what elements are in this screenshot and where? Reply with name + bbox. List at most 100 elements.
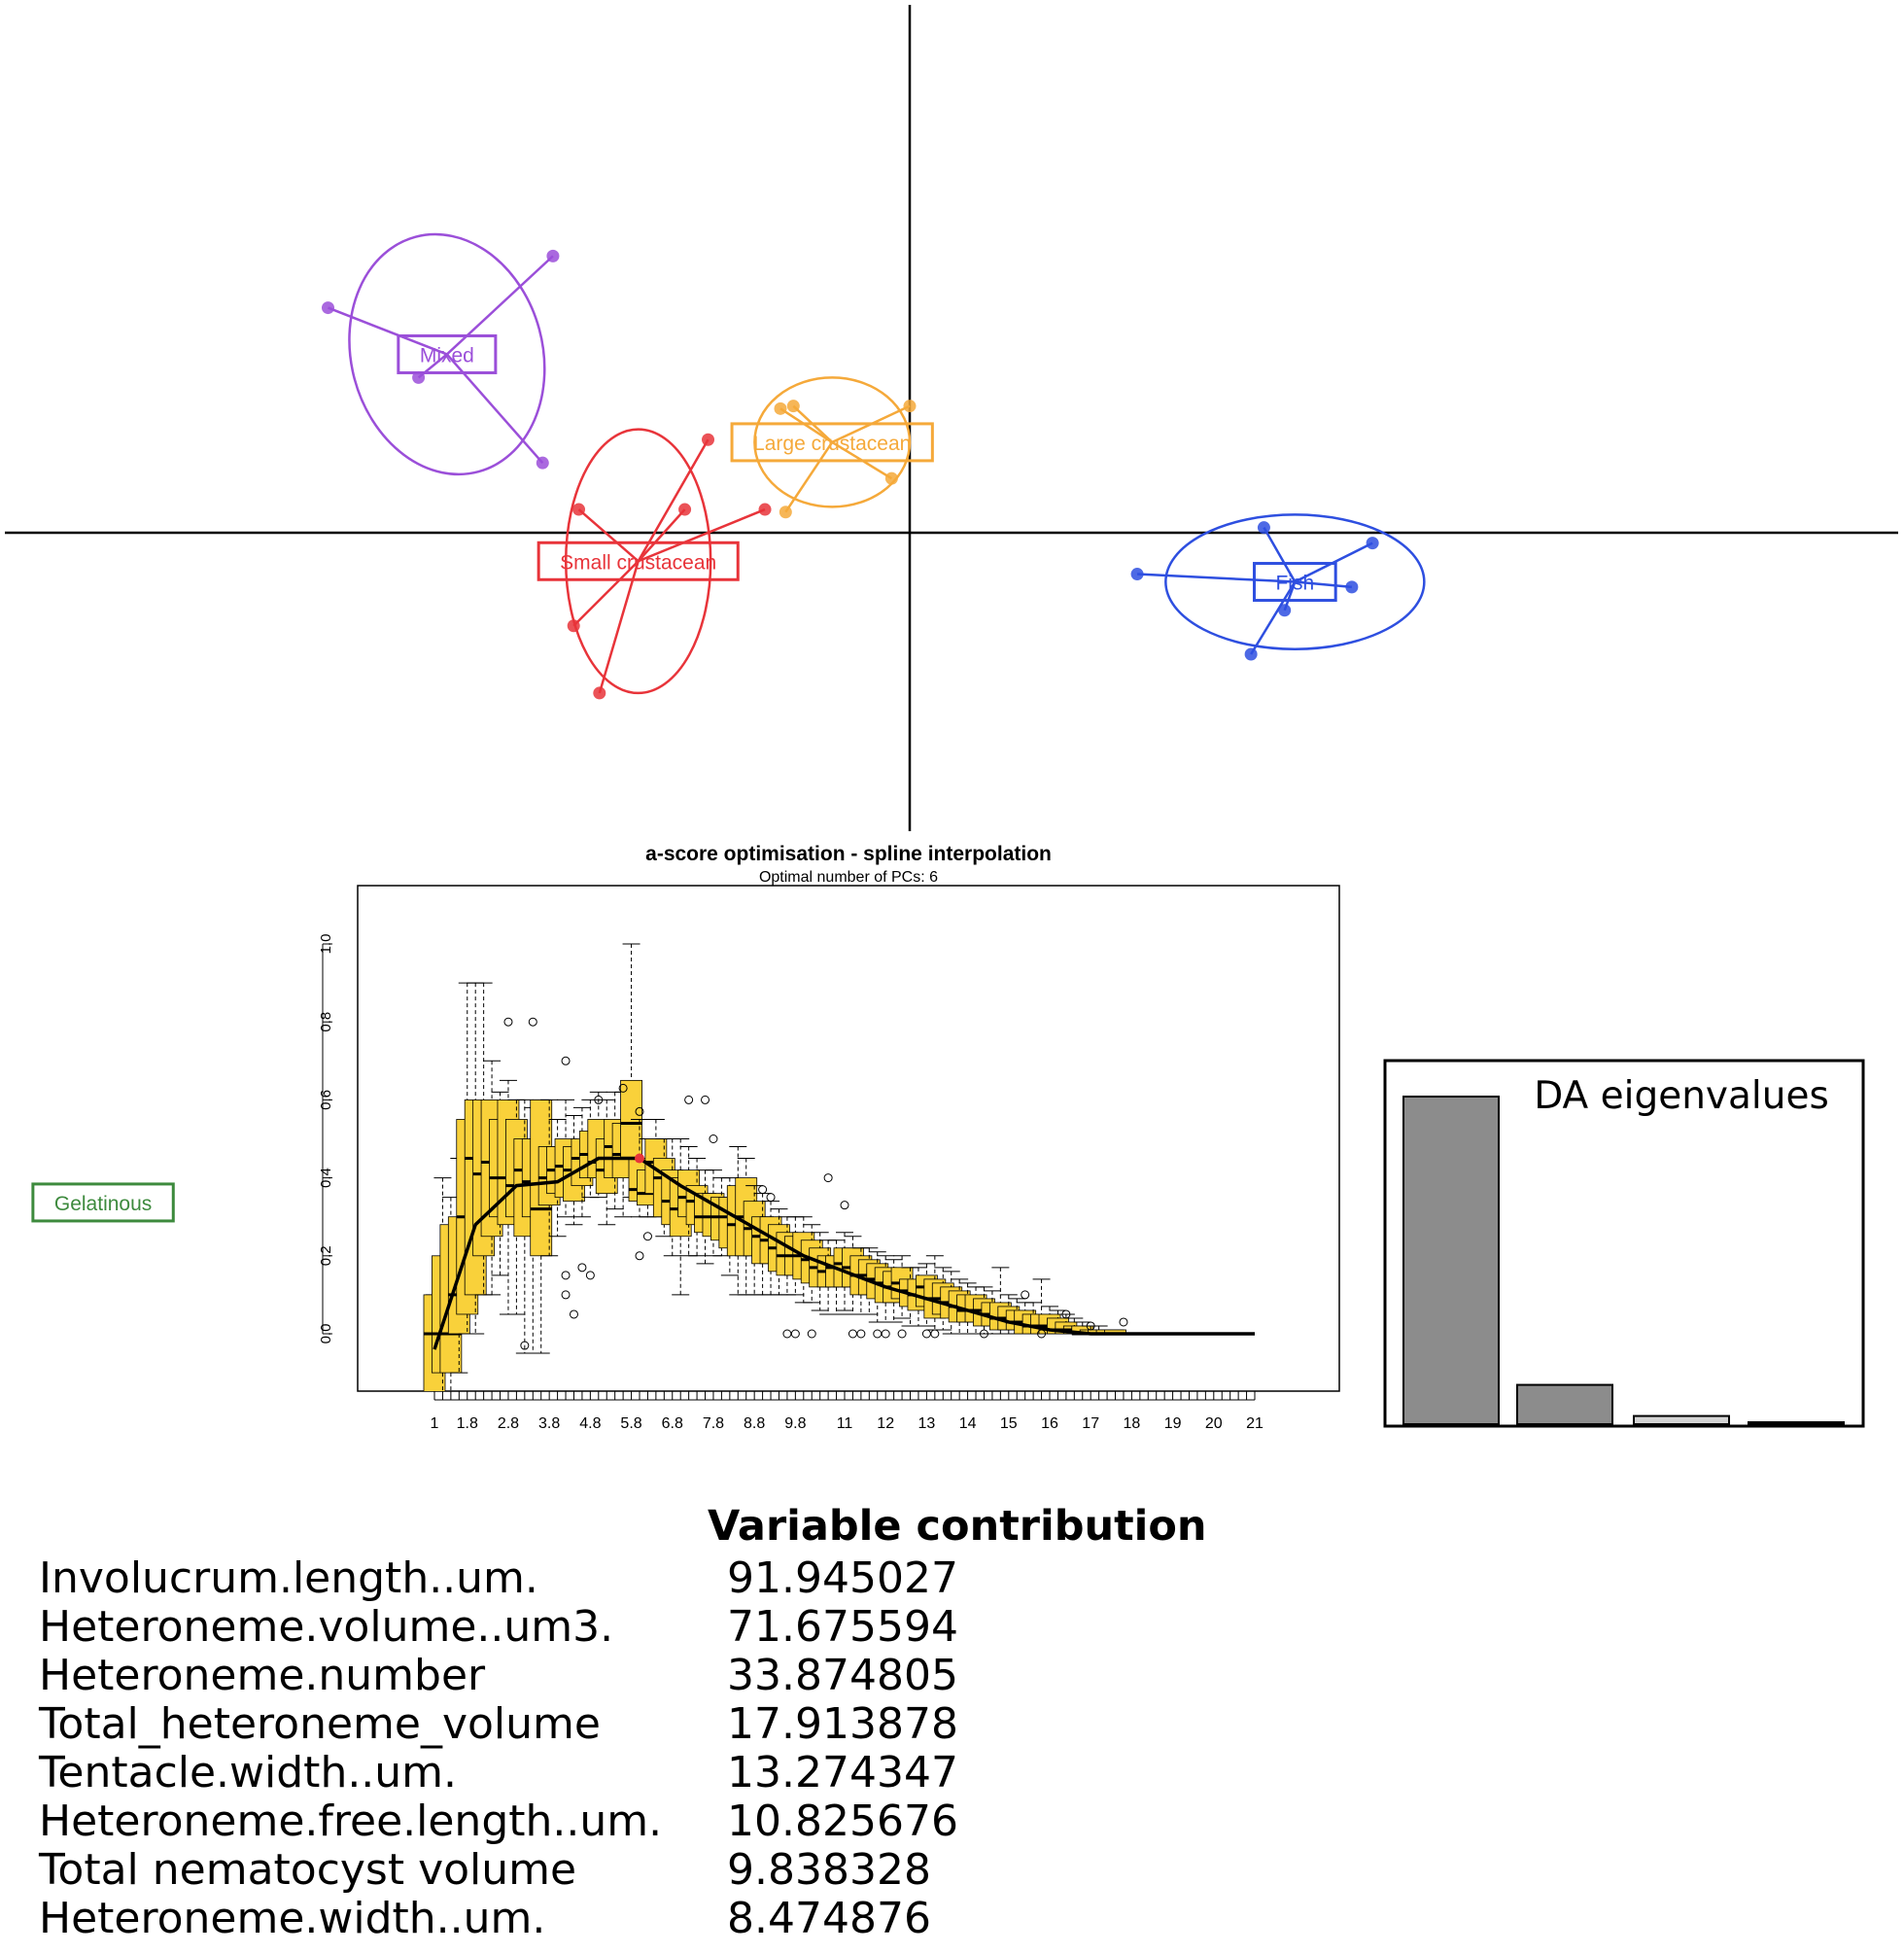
outlier-point <box>930 1329 940 1339</box>
group-point <box>702 433 715 446</box>
group-0: Mixed <box>322 232 560 476</box>
group-ellipse <box>1164 513 1426 650</box>
group-label: Mixed <box>420 344 474 366</box>
da-scatter-plot: Mixed Large crustacean Small crustacean Fis… <box>5 5 1898 1223</box>
y-axis: 0.0 0.2 0.4 0.6 0.8 1.0 <box>318 934 334 1344</box>
group-point <box>779 506 792 519</box>
group-point <box>1130 568 1144 581</box>
variable-value: 8.474876 <box>727 1894 931 1943</box>
da-eigenvalues-barplot: DA eigenvalues <box>1383 1059 1865 1428</box>
outlier-point <box>684 1095 694 1104</box>
outlier-point <box>561 1290 571 1300</box>
eigenvalue-bar <box>1748 1421 1845 1425</box>
group-spoke <box>577 508 640 563</box>
group-label-box <box>31 1182 175 1223</box>
x-tick-label: 5.8 <box>620 1415 641 1432</box>
x-tick-label: 11 <box>837 1415 853 1432</box>
group-ellipse <box>753 376 912 508</box>
outlier-point <box>1061 1309 1071 1319</box>
y-tick-label: 0.4 <box>318 1168 334 1188</box>
group-label-box <box>537 541 740 581</box>
x-tick-label: 16 <box>1041 1415 1058 1432</box>
group-spoke <box>572 560 640 627</box>
x-tick-label: 2.8 <box>498 1415 519 1432</box>
group-point <box>774 401 787 415</box>
group-point <box>572 503 586 516</box>
variable-value: 13.274347 <box>727 1748 958 1797</box>
group-spoke <box>1263 527 1297 583</box>
outlier-point <box>701 1095 710 1104</box>
y-tick-label: 0.6 <box>318 1090 334 1110</box>
outlier-point <box>618 1083 628 1093</box>
chart-subtitle: Optimal number of PCs: 6 <box>759 869 938 886</box>
x-tick-label: 4.8 <box>579 1415 601 1432</box>
group-point <box>322 301 334 315</box>
outlier-point <box>897 1329 907 1339</box>
y-tick-label: 1.0 <box>318 934 334 955</box>
eigenvalue-bar <box>1633 1414 1730 1425</box>
outlier-point <box>881 1329 890 1339</box>
variable-name: Heteroneme.volume..um3. <box>39 1602 614 1652</box>
group-spoke <box>637 438 710 562</box>
group-spoke <box>779 407 833 443</box>
x-tick-label: 14 <box>959 1415 977 1432</box>
group-point <box>884 471 898 485</box>
y-tick-label: 0.8 <box>318 1012 334 1032</box>
x-tick-label: 17 <box>1082 1415 1099 1432</box>
group-label-box <box>730 422 934 463</box>
x-tick-label: 19 <box>1164 1415 1182 1432</box>
group-label: Fish <box>1275 573 1314 595</box>
group-3: Fish <box>1130 513 1426 661</box>
group-point <box>786 400 800 413</box>
y-tick-label: 0.0 <box>318 1324 334 1344</box>
x-tick-label: 6.8 <box>662 1415 683 1432</box>
chart-title: a-score optimisation - spline interpolat… <box>645 843 1052 865</box>
variable-value: 71.675594 <box>727 1602 958 1652</box>
x-tick-label: 3.8 <box>538 1415 560 1432</box>
group-label: Small crustacean <box>560 551 716 574</box>
x-tick-label: 21 <box>1246 1415 1264 1432</box>
variable-value: 91.945027 <box>727 1553 958 1603</box>
x-tick-label: 12 <box>877 1415 894 1432</box>
variable-contribution-title: Variable contribution <box>708 1502 1207 1551</box>
x-tick-label: 13 <box>918 1415 936 1432</box>
x-tick-label: 7.8 <box>703 1415 724 1432</box>
variable-name: Involucrum.length..um. <box>39 1553 538 1603</box>
group-spoke <box>598 560 640 694</box>
variable-name: Total_heteroneme_volume <box>39 1699 601 1749</box>
outlier-point <box>823 1173 833 1183</box>
outlier-point <box>635 1251 644 1261</box>
group-label-box <box>397 333 498 374</box>
outlier-point <box>520 1341 530 1350</box>
y-tick-label: 0.2 <box>318 1245 334 1266</box>
group-point <box>1278 604 1292 617</box>
variable-value: 17.913878 <box>727 1699 958 1749</box>
group-point <box>1345 580 1359 594</box>
group-1: Large crustacean <box>730 376 934 519</box>
x-tick-label: 15 <box>1000 1415 1018 1432</box>
group-spoke <box>446 255 554 356</box>
group-spoke <box>638 507 766 563</box>
outlier-point <box>979 1329 988 1339</box>
eigenvalue-bar <box>1402 1096 1500 1425</box>
variable-name: Heteroneme.width..um. <box>39 1894 546 1943</box>
outlier-point <box>807 1329 816 1339</box>
variable-value: 9.838328 <box>727 1845 931 1895</box>
group-label-box <box>1252 562 1337 603</box>
outlier-point <box>635 1106 644 1116</box>
group-spoke <box>1137 573 1296 583</box>
x-tick-label: 1 <box>431 1415 439 1432</box>
group-point <box>412 370 426 384</box>
variable-name: Heteroneme.number <box>39 1651 486 1700</box>
outlier-point <box>758 1185 768 1195</box>
group-point <box>1366 537 1379 550</box>
outlier-point <box>840 1201 849 1210</box>
variable-name: Heteroneme.free.length..um. <box>39 1797 663 1846</box>
group-spoke <box>637 508 686 563</box>
group-spoke <box>1250 580 1297 655</box>
variable-name: Tentacle.width..um. <box>39 1748 458 1797</box>
a-score-boxplot: a-score optimisation - spline interpolat… <box>318 843 1340 1432</box>
x-axis: 1 1.8 2.8 3.8 4.8 5.8 6.8 7.8 8.8 9.8 11 12 13 14 15 16… <box>431 1391 1264 1432</box>
x-tick-label: 1.8 <box>457 1415 478 1432</box>
